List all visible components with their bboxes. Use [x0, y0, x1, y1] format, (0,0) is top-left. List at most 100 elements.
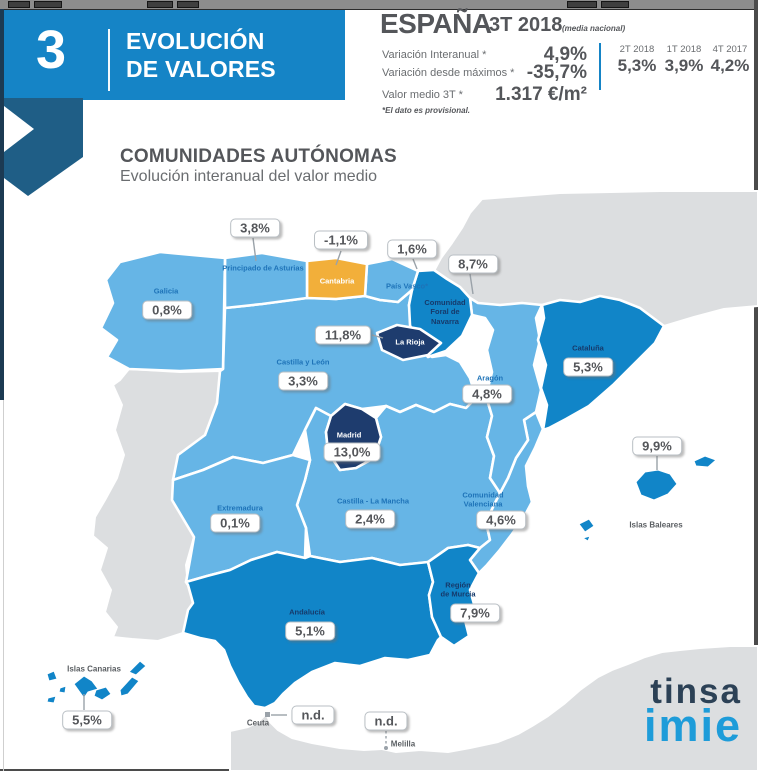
region-label-navarra: Comunidad Foral de Navarra [424, 297, 466, 326]
tinsa-imie-logo: tinsa imie [644, 674, 742, 748]
region-label-melilla: Melilla [390, 739, 416, 749]
header-ribbon-fold [4, 98, 83, 196]
quarter-col-1t2018: 1T 2018 3,9% [661, 44, 707, 76]
region-label-valenciana: Comunidad Valenciana [462, 490, 504, 509]
region-label-cataluna: Cataluña [572, 343, 604, 353]
region-label-extremadura: Extremadura [217, 503, 263, 513]
leader-line-navarra [469, 273, 474, 295]
island-gran-canaria [93, 686, 112, 701]
window-right-edge [754, 0, 758, 771]
page-left-border-light [3, 400, 4, 771]
region-label-pais-vasco: País Vasco* [385, 281, 429, 291]
stat-value-desde-maximos: -35,7% [526, 62, 587, 83]
region-label-madrid: Madrid [336, 430, 362, 440]
espana-period: 3T 2018 [489, 14, 563, 36]
region-label-murcia: Región de Murcia [440, 580, 476, 599]
leader-line-pais-vasco [412, 258, 418, 270]
island-tenerife [73, 675, 99, 699]
leader-line-la-rioja [371, 334, 384, 339]
island-menorca [693, 455, 717, 468]
value-callout-melilla: n.d. [364, 711, 408, 731]
window-tab-stub[interactable] [147, 1, 173, 8]
island-la-palma [46, 670, 58, 682]
quarter-value: 5,3% [617, 56, 657, 75]
island-lanzarote [128, 660, 147, 676]
espana-scope-note: (media nacional) [562, 24, 626, 33]
melilla-marker-icon [384, 746, 388, 750]
stats-divider [599, 43, 601, 90]
value-callout-aragon: 4,8% [462, 384, 512, 404]
region-label-aragon: Aragón [476, 373, 504, 383]
stat-value-interanual: 4,9% [543, 44, 587, 65]
stat-label-valor-medio: Valor medio 3T * [382, 89, 463, 101]
stat-label-desde-maximos: Variación desde máximos * [382, 67, 515, 79]
region-label-asturias: Principado de Asturias [222, 263, 304, 273]
region-label-baleares: Islas Baleares [629, 520, 683, 530]
island-mallorca [635, 469, 678, 501]
value-callout-cataluna: 5,3% [563, 357, 613, 377]
value-callout-castilla-la-mancha: 2,4% [345, 509, 395, 529]
leader-line-cantabria [335, 250, 342, 266]
section-number: 3 [36, 20, 67, 80]
window-tab-stub[interactable] [8, 1, 30, 8]
region-pais-vasco [363, 257, 420, 304]
section-header: 3 EVOLUCIÓN DE VALORES [4, 10, 345, 100]
window-tab-stub[interactable] [177, 1, 199, 8]
value-callout-canarias: 5,5% [62, 710, 112, 730]
region-label-galicia: Galicia [153, 286, 179, 296]
window-tab-stub[interactable] [567, 1, 597, 8]
region-label-ceuta: Ceuta [246, 718, 270, 728]
header-ribbon-notch [4, 106, 34, 152]
region-label-canarias: Islas Canarias [67, 664, 121, 674]
value-callout-castilla-y-leon: 3,3% [278, 371, 328, 391]
quarter-col-2t2018: 2T 2018 5,3% [614, 44, 660, 76]
window-tab-stub[interactable] [601, 1, 629, 8]
map-section-title: COMUNIDADES AUTÓNOMAS [120, 146, 397, 167]
espana-title: ESPAÑA [380, 8, 492, 39]
stat-value-valor-medio: 1.317 €/m² [495, 84, 587, 105]
value-callout-murcia: 7,9% [450, 603, 500, 623]
value-callout-ceuta: n.d. [291, 705, 335, 725]
island-fuerteventura [119, 676, 140, 697]
value-callout-andalucia: 5,1% [285, 621, 335, 641]
quarter-label: 1T 2018 [666, 44, 702, 55]
quarter-col-4t2017: 4T 2017 4,2% [707, 44, 753, 76]
region-label-cantabria: Cantabria [319, 276, 355, 286]
map-section-subtitle: Evolución interanual del valor medio [120, 168, 378, 185]
value-callout-galicia: 0,8% [142, 300, 192, 320]
ceuta-marker-icon [265, 712, 270, 717]
island-el-hierro [46, 695, 57, 704]
value-callout-valenciana: 4,6% [476, 510, 526, 530]
value-callout-asturias: 3,8% [230, 218, 280, 238]
value-callout-navarra: 8,7% [448, 254, 498, 274]
provisional-footnote: *El dato es provisional. [382, 106, 471, 115]
stat-label-interanual: Variación Interanual * [382, 49, 487, 61]
window-tab-stub[interactable] [34, 1, 62, 8]
quarter-label: 2T 2018 [619, 44, 655, 55]
logo-product: imie [643, 700, 742, 751]
region-label-castilla-y-leon: Castilla y León [276, 357, 330, 367]
value-callout-cantabria: -1,1% [314, 230, 368, 250]
region-label-la-rioja: La Rioja [395, 337, 425, 347]
region-la-rioja [375, 323, 443, 362]
value-callout-baleares: 9,9% [632, 436, 682, 456]
region-castilla-la-mancha [295, 394, 502, 567]
value-callout-pais-vasco: 1,6% [387, 239, 437, 259]
quarter-value: 3,9% [664, 56, 704, 75]
quarter-label: 4T 2017 [712, 44, 748, 55]
island-ibiza [578, 518, 595, 533]
region-asturias [223, 251, 309, 310]
value-callout-extremadura: 0,1% [210, 513, 260, 533]
page-left-border [0, 9, 4, 400]
header-divider [108, 29, 110, 91]
region-label-castilla-la-mancha: Castilla - La Mancha [336, 496, 410, 506]
logo-brand: tinsa [650, 672, 742, 711]
value-callout-la-rioja: 11,8% [314, 325, 372, 345]
section-header-title: EVOLUCIÓN DE VALORES [126, 28, 276, 83]
island-la-gomera [58, 685, 67, 694]
island-formentera [582, 535, 591, 542]
quarter-value: 4,2% [710, 56, 750, 75]
leader-line-asturias [252, 237, 257, 262]
